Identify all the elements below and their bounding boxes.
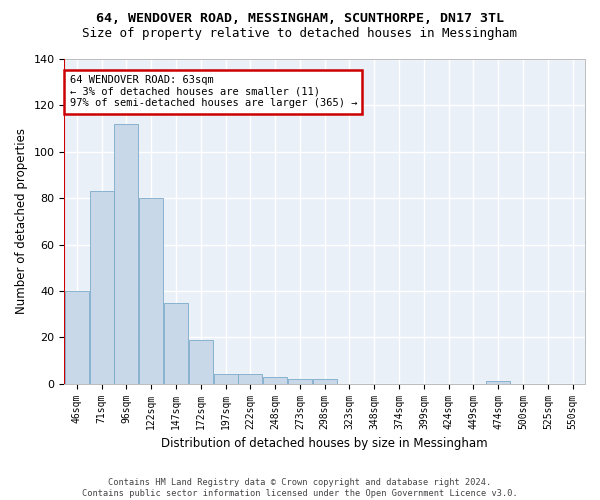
Bar <box>238 374 262 384</box>
Bar <box>189 340 213 384</box>
Bar <box>486 382 510 384</box>
Bar <box>139 198 163 384</box>
Text: Size of property relative to detached houses in Messingham: Size of property relative to detached ho… <box>83 28 517 40</box>
Bar <box>89 191 113 384</box>
Bar <box>164 302 188 384</box>
Y-axis label: Number of detached properties: Number of detached properties <box>15 128 28 314</box>
Bar <box>115 124 139 384</box>
Text: 64, WENDOVER ROAD, MESSINGHAM, SCUNTHORPE, DN17 3TL: 64, WENDOVER ROAD, MESSINGHAM, SCUNTHORP… <box>96 12 504 26</box>
Text: 64 WENDOVER ROAD: 63sqm
← 3% of detached houses are smaller (11)
97% of semi-det: 64 WENDOVER ROAD: 63sqm ← 3% of detached… <box>70 75 357 108</box>
X-axis label: Distribution of detached houses by size in Messingham: Distribution of detached houses by size … <box>161 437 488 450</box>
Text: Contains HM Land Registry data © Crown copyright and database right 2024.
Contai: Contains HM Land Registry data © Crown c… <box>82 478 518 498</box>
Bar <box>65 291 89 384</box>
Bar <box>288 379 312 384</box>
Bar <box>313 379 337 384</box>
Bar <box>214 374 238 384</box>
Bar <box>263 376 287 384</box>
